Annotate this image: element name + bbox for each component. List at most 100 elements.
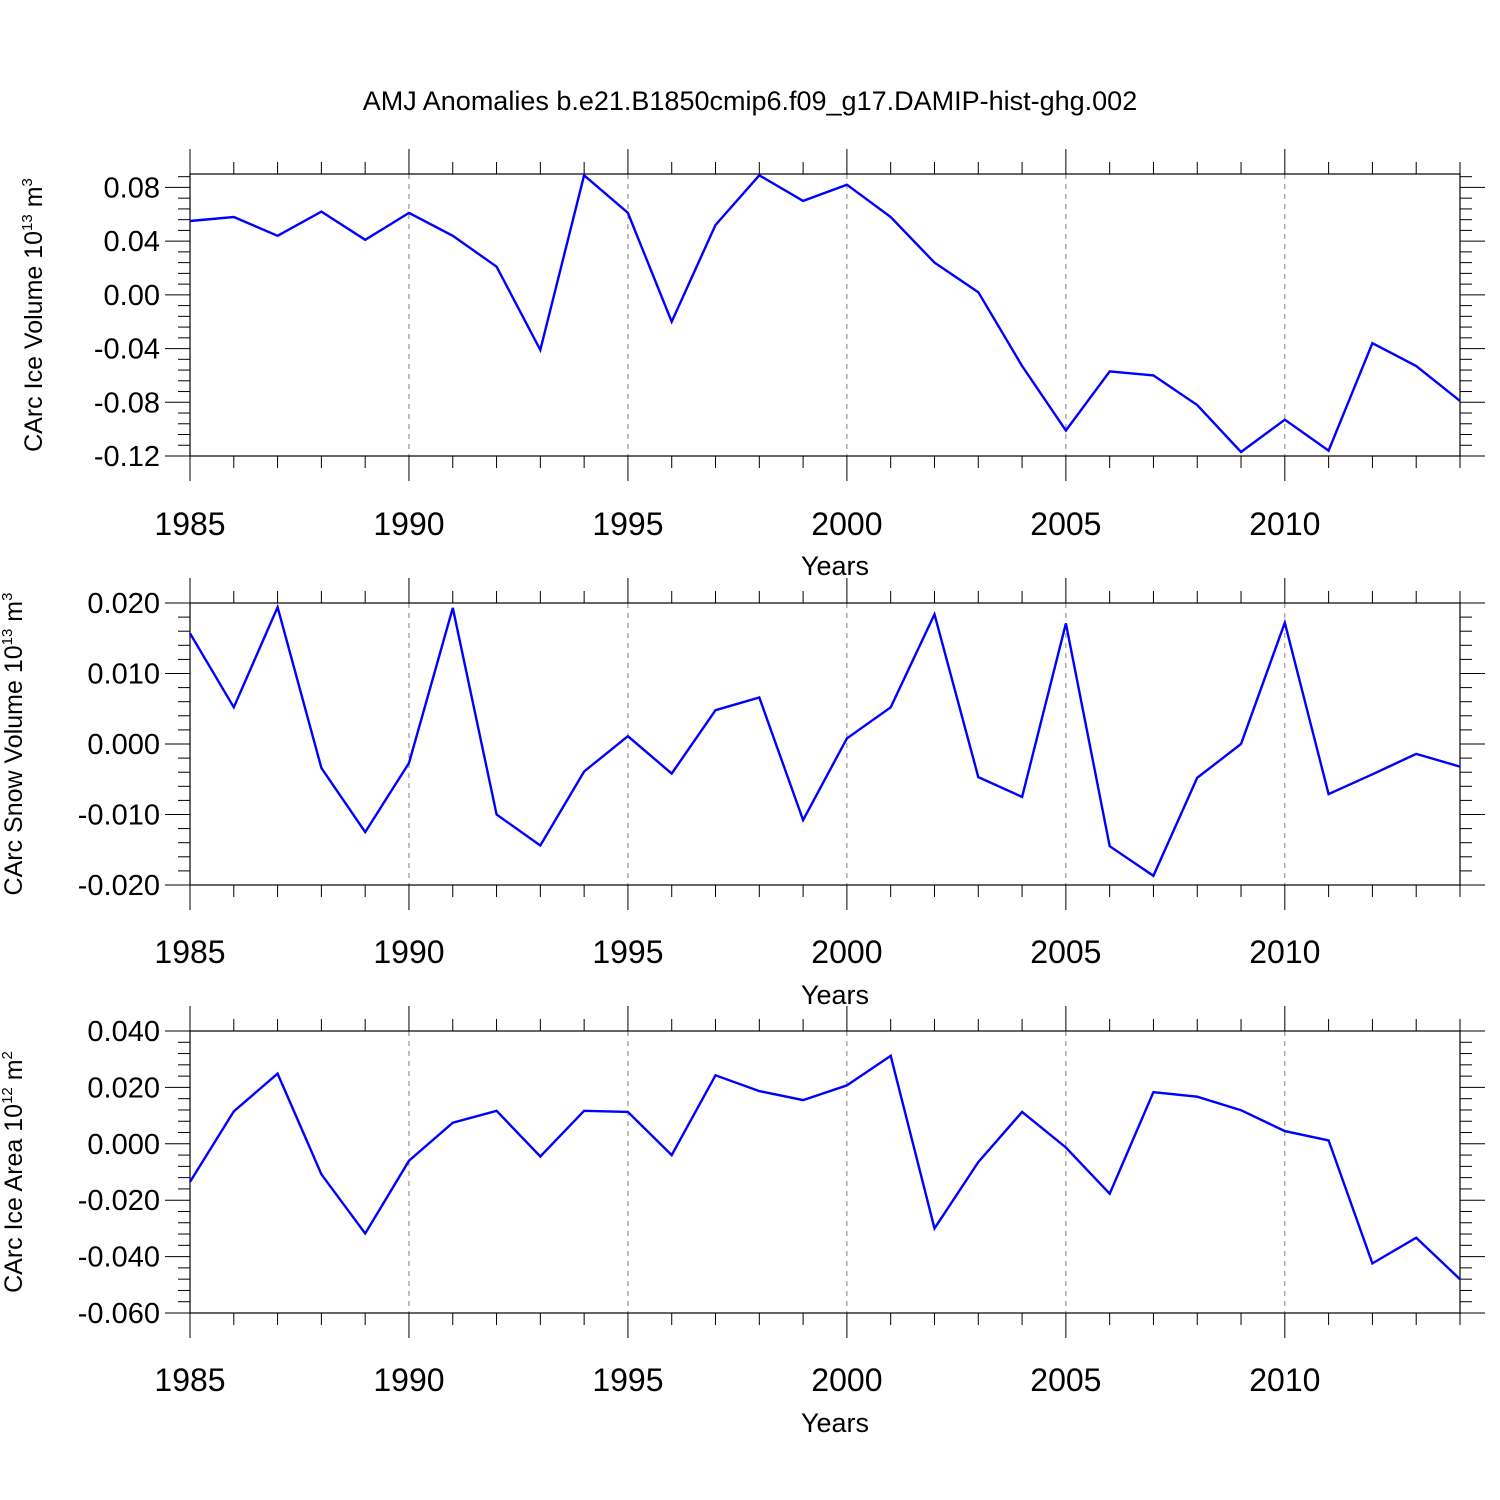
data-point bbox=[1370, 772, 1374, 776]
x-tick-label: 1985 bbox=[154, 934, 225, 970]
data-point bbox=[626, 1110, 630, 1114]
data-point bbox=[626, 211, 630, 215]
data-point bbox=[670, 772, 674, 776]
x-tick-label: 2000 bbox=[811, 1362, 882, 1398]
panel-ice-area: 0.040 0.020 0.000 -0.020 -0.040 -0.060 1985 199… bbox=[0, 1006, 1485, 1438]
data-point bbox=[1458, 1277, 1462, 1281]
chart-title: AMJ Anomalies b.e21.B1850cmip6.f09_g17.D… bbox=[363, 86, 1137, 116]
y-axis-label: CArc Ice Volume 1013 m3 bbox=[19, 178, 48, 452]
data-point bbox=[1458, 765, 1462, 769]
data-point bbox=[582, 173, 586, 177]
data-point bbox=[976, 1160, 980, 1164]
data-point bbox=[714, 708, 718, 712]
data-point bbox=[582, 1109, 586, 1113]
data-point bbox=[1064, 621, 1068, 625]
data-point bbox=[188, 631, 192, 635]
x-tick-label: 2010 bbox=[1249, 506, 1320, 542]
data-point bbox=[1020, 795, 1024, 799]
data-point bbox=[407, 761, 411, 765]
data-point bbox=[714, 1073, 718, 1077]
series-line-snow-volume bbox=[188, 603, 1461, 878]
data-point bbox=[1195, 776, 1199, 780]
data-point bbox=[1239, 450, 1243, 454]
x-tick-label: 2005 bbox=[1030, 1362, 1101, 1398]
data-point bbox=[1414, 364, 1418, 368]
x-tick-label: 1995 bbox=[592, 506, 663, 542]
data-point bbox=[1370, 1261, 1374, 1265]
plot-frame bbox=[189, 1030, 1461, 1314]
data-point bbox=[1327, 1138, 1331, 1142]
data-point bbox=[1195, 403, 1199, 407]
data-point bbox=[1108, 844, 1112, 848]
data-point bbox=[451, 1121, 455, 1125]
data-point bbox=[1064, 1145, 1068, 1149]
y-tick-label: -0.12 bbox=[94, 441, 160, 473]
data-point bbox=[1020, 1110, 1024, 1114]
y-tick-label: -0.020 bbox=[78, 870, 160, 902]
y-tick-label: 0.020 bbox=[87, 1072, 160, 1104]
x-axis-label: Years bbox=[801, 980, 869, 1010]
data-point bbox=[1108, 369, 1112, 373]
x-tick-label: 1985 bbox=[154, 506, 225, 542]
x-tick-label: 1990 bbox=[373, 1362, 444, 1398]
y-tick-label: 0.04 bbox=[104, 226, 160, 258]
data-point bbox=[1327, 449, 1331, 453]
data-point bbox=[1151, 1090, 1155, 1094]
data-point bbox=[188, 219, 192, 223]
data-point bbox=[889, 215, 893, 219]
data-point bbox=[889, 705, 893, 709]
x-tick-label: 1990 bbox=[373, 934, 444, 970]
data-point bbox=[976, 290, 980, 294]
data-point bbox=[1151, 874, 1155, 878]
data-point bbox=[407, 211, 411, 215]
data-point bbox=[538, 1154, 542, 1158]
data-point bbox=[582, 769, 586, 773]
data-point bbox=[932, 612, 936, 616]
data-point bbox=[801, 199, 805, 203]
y-tick-label: -0.020 bbox=[78, 1185, 160, 1217]
y-tick-label: -0.040 bbox=[78, 1242, 160, 1274]
data-point bbox=[670, 1153, 674, 1157]
data-point bbox=[845, 1083, 849, 1087]
data-point bbox=[363, 238, 367, 242]
data-point bbox=[1108, 1192, 1112, 1196]
data-point bbox=[1020, 364, 1024, 368]
y-axis-label: CArc Snow Volume 1013 m3 bbox=[0, 593, 28, 896]
data-point bbox=[363, 1231, 367, 1235]
data-point bbox=[757, 173, 761, 177]
y-tick-label: 0.040 bbox=[87, 1016, 160, 1048]
series-line-ice-volume bbox=[189, 173, 1461, 454]
y-tick-label: -0.08 bbox=[94, 387, 160, 419]
data-point bbox=[276, 1072, 280, 1076]
data-point bbox=[276, 605, 280, 609]
data-point bbox=[232, 215, 236, 219]
data-point bbox=[845, 183, 849, 187]
x-tick-label: 1995 bbox=[592, 1362, 663, 1398]
data-point bbox=[188, 1180, 192, 1184]
data-point bbox=[407, 1159, 411, 1163]
data-point bbox=[1239, 1108, 1243, 1112]
data-point bbox=[801, 1098, 805, 1102]
data-point bbox=[845, 736, 849, 740]
data-point bbox=[276, 234, 280, 238]
y-tick-label: 0.00 bbox=[104, 280, 160, 312]
data-point bbox=[932, 261, 936, 265]
x-tick-label: 2005 bbox=[1030, 934, 1101, 970]
y-tick-label: 0.010 bbox=[87, 659, 160, 691]
data-point bbox=[495, 813, 499, 817]
data-point bbox=[1283, 418, 1287, 422]
x-tick-label: 2000 bbox=[811, 934, 882, 970]
data-point bbox=[932, 1226, 936, 1230]
x-axis-label: Years bbox=[801, 551, 869, 581]
panels: 0.08 0.04 0.00 -0.04 -0.08 -0.12 1985 1990 1995 2… bbox=[0, 149, 1485, 1438]
data-point bbox=[757, 1089, 761, 1093]
data-point bbox=[670, 320, 674, 324]
data-point bbox=[1151, 373, 1155, 377]
x-axis-label: Years bbox=[801, 1408, 869, 1438]
data-point bbox=[1414, 752, 1418, 756]
data-point bbox=[451, 234, 455, 238]
data-point bbox=[1327, 792, 1331, 796]
x-tick-label: 1985 bbox=[154, 1362, 225, 1398]
data-point bbox=[1414, 1236, 1418, 1240]
data-point bbox=[801, 818, 805, 822]
